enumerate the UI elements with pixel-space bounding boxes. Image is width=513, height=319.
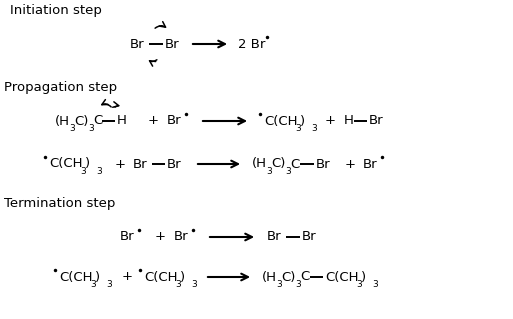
Text: C: C — [300, 271, 309, 284]
Text: Termination step: Termination step — [4, 197, 115, 210]
Text: (H: (H — [262, 271, 277, 284]
Text: ): ) — [95, 271, 100, 284]
Text: +: + — [115, 158, 126, 170]
Text: Br: Br — [167, 115, 182, 128]
Text: Br: Br — [133, 158, 148, 170]
Text: +: + — [325, 115, 336, 128]
Text: Br: Br — [174, 231, 189, 243]
Text: Br: Br — [267, 231, 282, 243]
Text: 3: 3 — [175, 280, 181, 289]
Text: +: + — [122, 271, 133, 284]
Text: Br: Br — [302, 231, 317, 243]
Text: C: C — [290, 158, 299, 170]
Text: 3: 3 — [266, 167, 272, 176]
Text: 3: 3 — [88, 124, 94, 133]
Text: Br: Br — [120, 231, 134, 243]
Text: Br: Br — [369, 115, 384, 128]
Text: 3: 3 — [356, 280, 362, 289]
Text: Br: Br — [167, 158, 182, 170]
Text: 2 Br: 2 Br — [238, 38, 265, 50]
Text: C(CH: C(CH — [59, 271, 92, 284]
Text: C: C — [93, 115, 102, 128]
Text: Br: Br — [130, 38, 145, 50]
Text: ): ) — [85, 158, 90, 170]
Text: C): C) — [281, 271, 295, 284]
Text: H: H — [117, 115, 127, 128]
Text: 3: 3 — [96, 167, 102, 176]
Text: 3: 3 — [295, 280, 301, 289]
Text: +: + — [155, 231, 166, 243]
Text: C(CH: C(CH — [49, 158, 83, 170]
Text: Br: Br — [165, 38, 180, 50]
Text: +: + — [345, 158, 356, 170]
Text: +: + — [148, 115, 159, 128]
Text: C): C) — [271, 158, 285, 170]
Text: Br: Br — [363, 158, 378, 170]
Text: H: H — [344, 115, 354, 128]
Text: 3: 3 — [90, 280, 96, 289]
Text: C(CH: C(CH — [144, 271, 177, 284]
Text: 3: 3 — [372, 280, 378, 289]
Text: 3: 3 — [80, 167, 86, 176]
Text: 3: 3 — [311, 124, 317, 133]
Text: Propagation step: Propagation step — [4, 81, 117, 94]
Text: (H: (H — [252, 158, 267, 170]
Text: ): ) — [300, 115, 305, 128]
Text: 3: 3 — [191, 280, 197, 289]
Text: ): ) — [180, 271, 185, 284]
Text: 3: 3 — [285, 167, 291, 176]
Text: 3: 3 — [295, 124, 301, 133]
Text: (H: (H — [55, 115, 70, 128]
Text: 3: 3 — [276, 280, 282, 289]
Text: C): C) — [74, 115, 88, 128]
Text: C(CH: C(CH — [264, 115, 298, 128]
Text: ): ) — [361, 271, 366, 284]
Text: C(CH: C(CH — [325, 271, 359, 284]
Text: 3: 3 — [69, 124, 75, 133]
Text: 3: 3 — [106, 280, 112, 289]
Text: Initiation step: Initiation step — [10, 4, 102, 17]
Text: Br: Br — [316, 158, 330, 170]
